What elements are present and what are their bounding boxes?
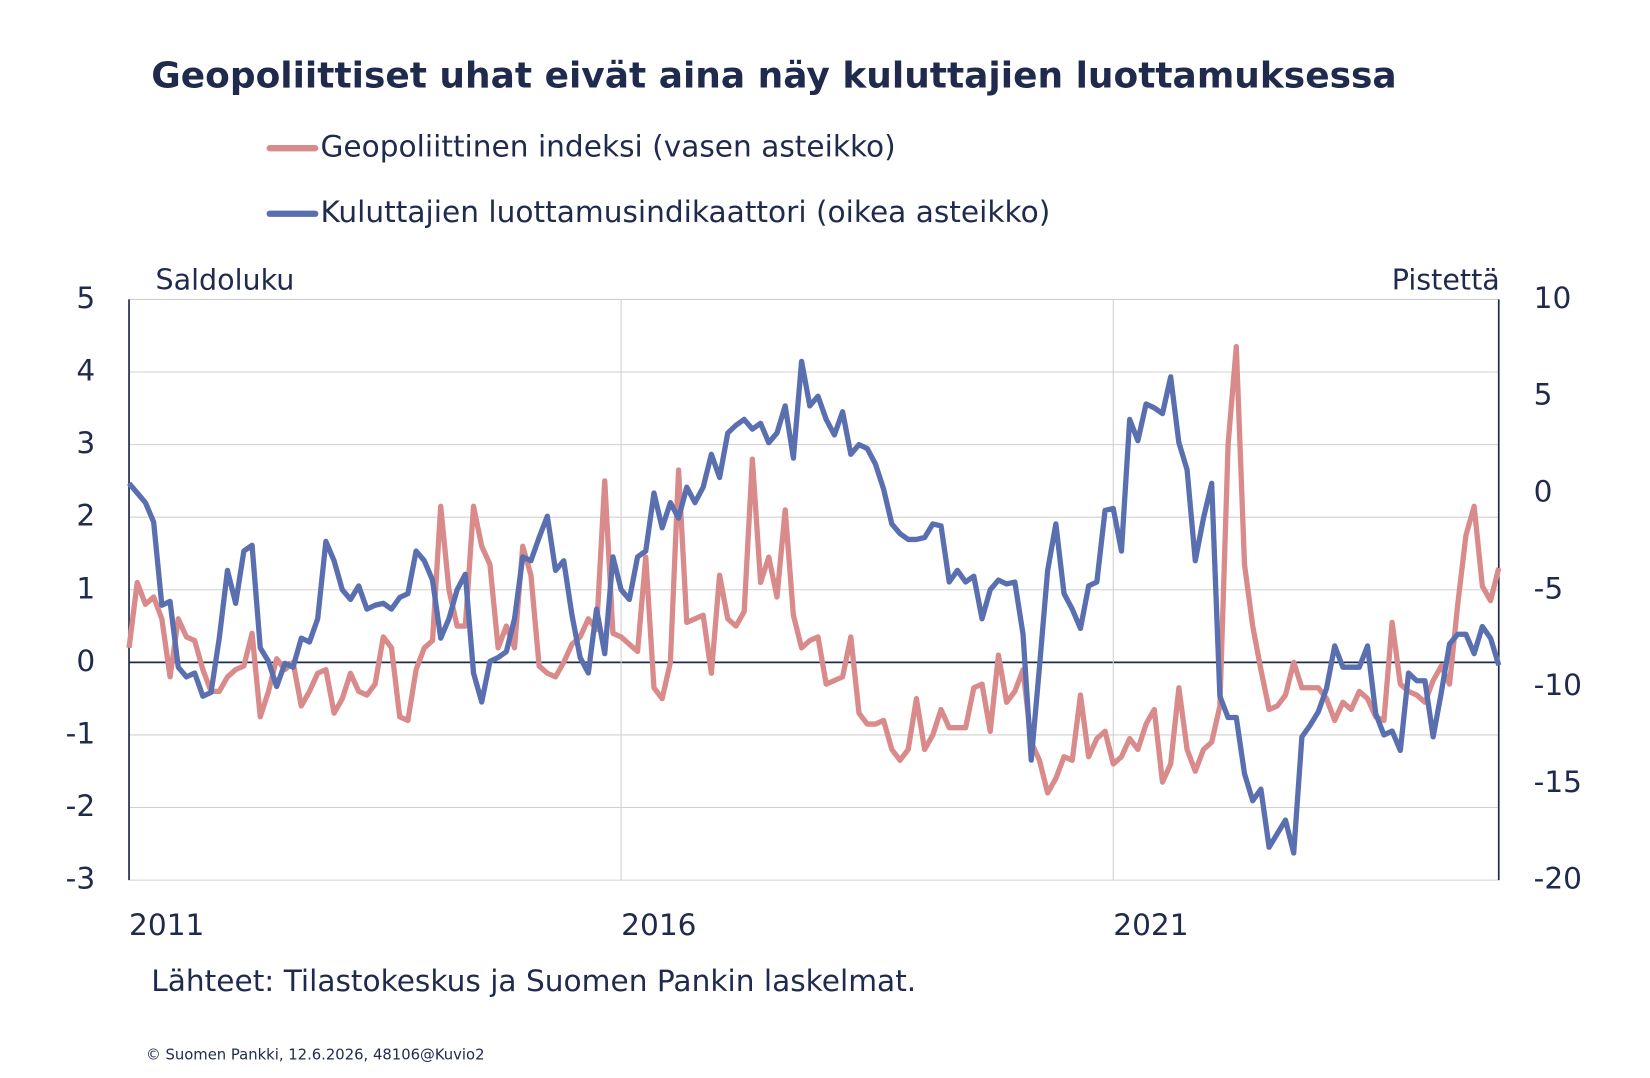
x-tick-label: 2016 bbox=[621, 908, 696, 942]
y-tick-label: 0 bbox=[76, 644, 95, 678]
y2-tick-label: 0 bbox=[1534, 474, 1553, 508]
y2-tick-label: -20 bbox=[1534, 862, 1582, 896]
y2-tick-label: 10 bbox=[1534, 281, 1572, 315]
y2-tick-label: -5 bbox=[1534, 571, 1564, 605]
data-line bbox=[127, 358, 1502, 856]
legend-label: Geopoliittinen indeksi (vasen asteikko) bbox=[320, 130, 895, 164]
y-axis-label: Saldoluku bbox=[155, 262, 294, 296]
data-line bbox=[126, 343, 1502, 796]
y-tick-label: -3 bbox=[66, 862, 96, 896]
y2-tick-label: 5 bbox=[1534, 378, 1553, 412]
y2-tick-label: -10 bbox=[1534, 668, 1582, 702]
x-tick-label: 2011 bbox=[129, 908, 204, 942]
y2-axis-label: Pistettä bbox=[1392, 262, 1500, 296]
chart-title: Geopoliittiset uhat eivät aina näy kulut… bbox=[151, 55, 1396, 96]
legend-label: Kuluttajien luottamusindikaattori (oikea… bbox=[320, 195, 1050, 229]
y-tick-label: -2 bbox=[66, 789, 96, 823]
y-tick-label: 4 bbox=[76, 354, 95, 388]
footer: © Suomen Pankki, 12.6.2026, 48106@Kuvio2 bbox=[146, 1047, 485, 1064]
y-tick-label: 1 bbox=[76, 571, 95, 605]
y2-tick-label: -15 bbox=[1534, 765, 1582, 799]
y-tick-label: 2 bbox=[76, 499, 95, 533]
y-tick-label: -1 bbox=[66, 716, 96, 750]
y-tick-label: 5 bbox=[76, 281, 95, 315]
source: Lähteet: Tilastokeskus ja Suomen Pankin … bbox=[151, 964, 916, 998]
x-tick-label: 2021 bbox=[1113, 908, 1188, 942]
y-tick-label: 3 bbox=[76, 426, 95, 460]
